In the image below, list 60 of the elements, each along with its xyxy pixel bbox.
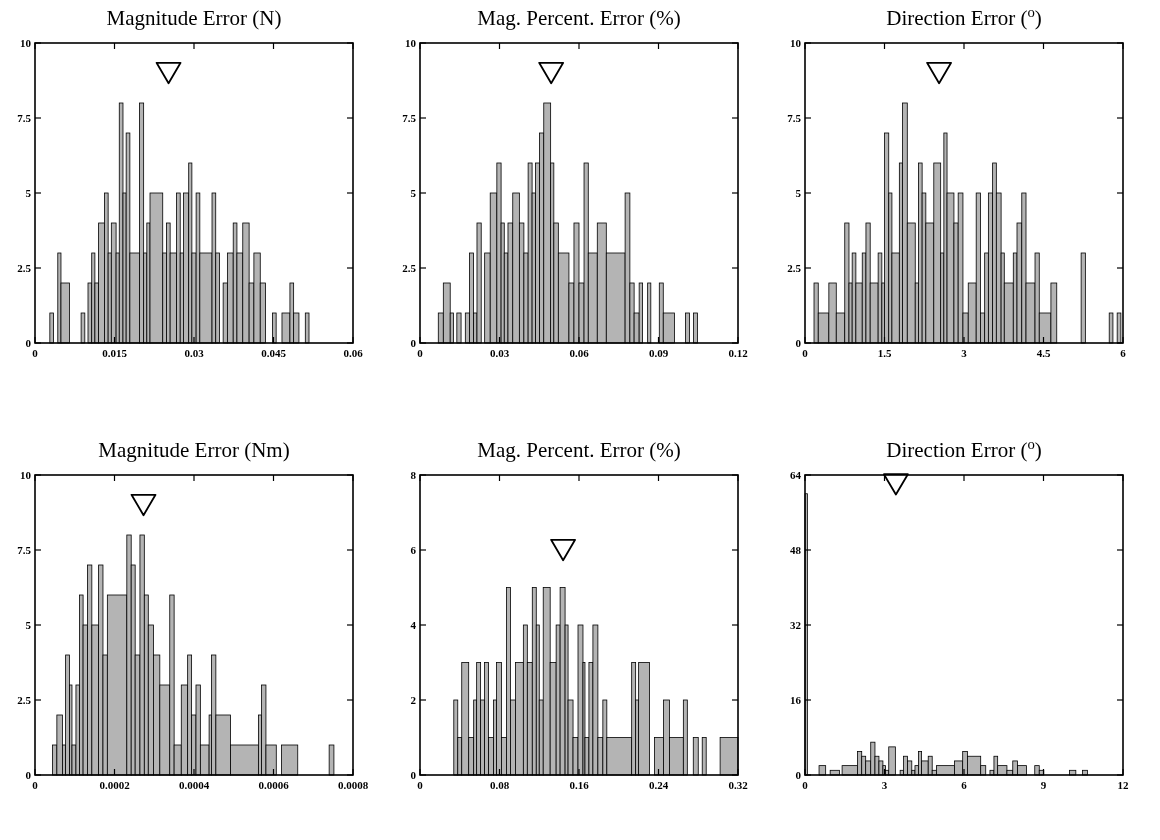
chart-title: Mag. Percent. Error (%)	[477, 438, 681, 462]
y-tick-label: 2.5	[787, 262, 802, 274]
chart-title: Magnitude Error (N)	[106, 6, 282, 30]
chart-title: Direction Error ($^{o}$)	[886, 4, 1042, 30]
y-tick-label: 0	[795, 769, 802, 781]
y-tick-label: 6	[410, 544, 417, 556]
y-tick-label: 7.5	[17, 112, 32, 124]
x-tick-label: 0.03	[184, 347, 205, 359]
y-tick-label: 7.5	[402, 112, 417, 124]
x-tick-label: 6	[1120, 347, 1127, 359]
y-tick-label: 16	[790, 694, 802, 706]
y-tick-label: 5	[410, 187, 417, 199]
x-tick-label: 0.06	[343, 347, 364, 359]
x-tick-label: 0.0008	[337, 779, 369, 791]
y-tick-label: 32	[790, 619, 802, 631]
x-tick-label: 6	[961, 779, 968, 791]
y-tick-label: 10	[405, 37, 417, 49]
x-tick-label: 0.32	[728, 779, 749, 791]
y-tick-label: 4	[410, 619, 417, 631]
x-tick-label: 3	[961, 347, 968, 359]
y-tick-label: 8	[410, 469, 417, 481]
y-tick-label: 7.5	[787, 112, 802, 124]
y-tick-label: 0	[25, 337, 32, 349]
chart-title: Direction Error ($^{o}$)	[886, 436, 1042, 462]
x-tick-label: 0.08	[489, 779, 510, 791]
x-tick-label: 0.12	[728, 347, 749, 359]
y-tick-label: 2.5	[17, 694, 32, 706]
x-tick-label: 3	[881, 779, 888, 791]
x-tick-label: 0.0004	[178, 779, 210, 791]
y-tick-label: 0	[795, 337, 802, 349]
y-tick-label: 10	[20, 37, 32, 49]
x-tick-label: 0.06	[569, 347, 590, 359]
y-tick-label: 64	[790, 469, 802, 481]
chart-title: Magnitude Error (Nm)	[98, 438, 290, 462]
y-tick-label: 5	[25, 619, 32, 631]
y-tick-label: 5	[25, 187, 32, 199]
y-tick-label: 0	[410, 337, 417, 349]
y-tick-label: 48	[790, 544, 802, 556]
x-tick-label: 0.03	[489, 347, 510, 359]
x-tick-label: 12	[1117, 779, 1129, 791]
y-tick-label: 0	[25, 769, 32, 781]
y-tick-label: 7.5	[17, 544, 32, 556]
x-tick-label: 0.015	[102, 347, 128, 359]
x-tick-label: 9	[1040, 779, 1047, 791]
y-tick-label: 2	[410, 694, 417, 706]
chart-title: Mag. Percent. Error (%)	[477, 6, 681, 30]
x-tick-label: 0.24	[648, 779, 669, 791]
y-tick-label: 10	[790, 37, 802, 49]
y-tick-label: 5	[795, 187, 802, 199]
y-tick-label: 10	[20, 469, 32, 481]
x-tick-label: 1.5	[877, 347, 892, 359]
y-tick-label: 0	[410, 769, 417, 781]
y-tick-label: 2.5	[402, 262, 417, 274]
y-tick-label: 2.5	[17, 262, 32, 274]
x-tick-label: 0.09	[648, 347, 669, 359]
x-tick-label: 4.5	[1036, 347, 1051, 359]
x-tick-label: 0.0006	[258, 779, 290, 791]
x-tick-label: 0.0002	[99, 779, 131, 791]
x-tick-label: 0.16	[569, 779, 590, 791]
x-tick-label: 0.045	[261, 347, 287, 359]
